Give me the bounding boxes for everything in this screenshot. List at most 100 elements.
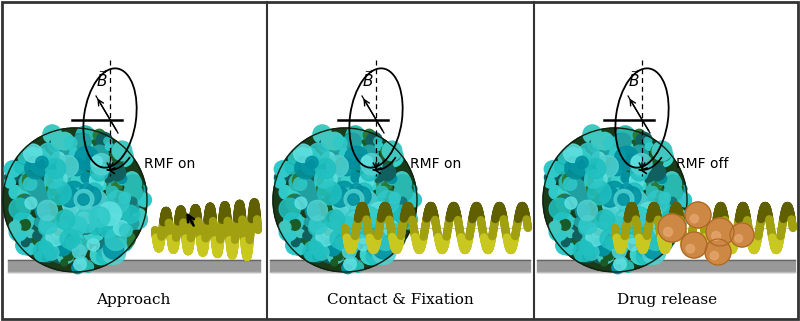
Circle shape bbox=[290, 225, 308, 242]
Circle shape bbox=[573, 231, 582, 240]
Circle shape bbox=[70, 195, 79, 204]
Circle shape bbox=[333, 250, 343, 260]
Circle shape bbox=[68, 196, 78, 207]
Circle shape bbox=[76, 156, 87, 168]
Circle shape bbox=[67, 195, 82, 210]
Circle shape bbox=[619, 170, 639, 189]
Circle shape bbox=[291, 239, 299, 247]
Circle shape bbox=[583, 202, 603, 221]
Circle shape bbox=[622, 235, 629, 241]
Circle shape bbox=[302, 231, 314, 242]
Circle shape bbox=[651, 186, 662, 196]
Circle shape bbox=[35, 204, 50, 219]
Circle shape bbox=[607, 193, 624, 209]
Circle shape bbox=[620, 184, 633, 196]
Circle shape bbox=[68, 158, 86, 176]
Circle shape bbox=[312, 203, 326, 217]
Circle shape bbox=[651, 207, 662, 218]
Circle shape bbox=[46, 221, 62, 238]
Circle shape bbox=[79, 202, 88, 211]
Circle shape bbox=[654, 203, 666, 214]
Circle shape bbox=[607, 195, 622, 210]
Circle shape bbox=[606, 215, 615, 225]
Circle shape bbox=[383, 147, 403, 167]
Circle shape bbox=[646, 143, 653, 150]
Circle shape bbox=[323, 238, 342, 256]
Circle shape bbox=[341, 188, 352, 200]
Circle shape bbox=[66, 178, 76, 189]
Circle shape bbox=[567, 178, 584, 195]
Circle shape bbox=[87, 202, 95, 211]
Circle shape bbox=[106, 191, 129, 213]
Circle shape bbox=[346, 173, 363, 190]
Circle shape bbox=[89, 207, 104, 222]
Circle shape bbox=[80, 184, 93, 196]
Circle shape bbox=[600, 229, 619, 249]
Circle shape bbox=[624, 194, 635, 205]
Circle shape bbox=[75, 219, 88, 231]
Circle shape bbox=[649, 164, 666, 180]
Circle shape bbox=[558, 173, 571, 186]
Circle shape bbox=[373, 198, 386, 211]
Circle shape bbox=[27, 178, 44, 195]
Circle shape bbox=[354, 174, 360, 181]
Circle shape bbox=[77, 199, 83, 205]
Circle shape bbox=[324, 206, 337, 218]
Circle shape bbox=[342, 236, 350, 245]
Circle shape bbox=[309, 227, 322, 241]
Circle shape bbox=[630, 163, 648, 181]
Circle shape bbox=[579, 172, 589, 181]
Circle shape bbox=[342, 190, 356, 203]
Circle shape bbox=[90, 163, 108, 181]
Circle shape bbox=[623, 174, 630, 181]
Circle shape bbox=[318, 210, 335, 227]
Circle shape bbox=[30, 200, 40, 210]
Circle shape bbox=[50, 202, 70, 221]
Circle shape bbox=[583, 188, 595, 200]
Circle shape bbox=[565, 197, 577, 209]
Circle shape bbox=[618, 191, 630, 203]
Circle shape bbox=[64, 167, 79, 182]
Circle shape bbox=[4, 161, 21, 178]
Circle shape bbox=[594, 188, 610, 204]
Circle shape bbox=[658, 176, 666, 185]
Circle shape bbox=[362, 156, 372, 167]
Circle shape bbox=[359, 140, 374, 154]
Circle shape bbox=[586, 198, 597, 209]
Circle shape bbox=[31, 175, 43, 187]
Circle shape bbox=[334, 239, 345, 250]
Circle shape bbox=[566, 159, 574, 167]
Circle shape bbox=[366, 168, 383, 185]
Bar bbox=[537, 260, 795, 272]
Circle shape bbox=[650, 239, 667, 255]
Circle shape bbox=[344, 239, 358, 254]
Circle shape bbox=[657, 174, 666, 184]
Circle shape bbox=[102, 241, 126, 264]
Circle shape bbox=[361, 163, 378, 181]
Circle shape bbox=[115, 222, 129, 236]
Circle shape bbox=[352, 235, 358, 241]
Circle shape bbox=[357, 239, 370, 251]
Circle shape bbox=[76, 173, 94, 190]
Circle shape bbox=[94, 179, 106, 191]
Circle shape bbox=[111, 205, 122, 216]
Circle shape bbox=[345, 178, 365, 198]
Circle shape bbox=[126, 217, 138, 230]
Circle shape bbox=[351, 169, 358, 175]
Circle shape bbox=[330, 188, 342, 201]
Circle shape bbox=[638, 202, 662, 225]
Text: RMF on: RMF on bbox=[410, 157, 462, 171]
Circle shape bbox=[114, 147, 134, 167]
Circle shape bbox=[318, 135, 336, 153]
Circle shape bbox=[60, 206, 76, 221]
Circle shape bbox=[383, 221, 398, 236]
Circle shape bbox=[301, 154, 322, 175]
Circle shape bbox=[647, 216, 656, 226]
Circle shape bbox=[347, 212, 361, 225]
Circle shape bbox=[610, 155, 626, 171]
Circle shape bbox=[109, 207, 122, 220]
Circle shape bbox=[607, 194, 621, 208]
Circle shape bbox=[31, 154, 52, 175]
Circle shape bbox=[97, 142, 103, 148]
Circle shape bbox=[598, 143, 614, 158]
